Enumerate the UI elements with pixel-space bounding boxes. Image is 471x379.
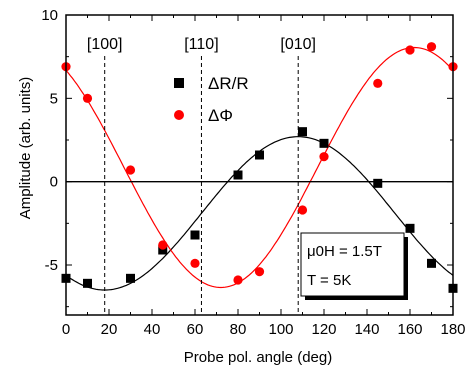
y-tick-label: 0 [50,174,58,191]
y-tick-label: 5 [50,90,58,107]
y-tick-label: -5 [45,257,58,274]
x-tick-label: 120 [311,321,336,338]
series-1-point [319,138,329,148]
direction-markers: [100] [110] [010] [87,36,316,315]
condition-box-body [300,232,405,297]
series-1-point [233,170,243,180]
x-tick-label: 140 [354,321,379,338]
series-1-point [427,258,436,268]
y-tick-label: 10 [41,7,58,24]
x-tick-label: 60 [187,321,204,338]
condition-box: μ0H = 1.5T T = 5K [300,232,408,300]
x-axis-label: Probe pol. angle (deg) [184,349,332,366]
series-1-point [255,150,264,160]
x-tick-label: 0 [62,321,70,338]
series-2-point [426,42,437,52]
series-2-point [82,93,93,103]
legend-label-series-1: ΔR/R [208,74,249,93]
series-1-point [373,178,383,188]
series-1-point [405,223,415,233]
x-tick-label: 40 [144,321,161,338]
x-tick-label: 100 [268,321,293,338]
legend: ΔR/R ΔΦ [174,74,249,125]
fit-curve-2 [65,46,454,289]
series-2-point [319,152,329,162]
legend-label-series-2: ΔΦ [208,106,233,125]
series-2-point [373,78,383,88]
series-2-point [254,267,265,277]
direction-label-2: [110] [184,36,218,53]
series-2-point [233,275,243,285]
legend-marker-square [174,78,184,88]
y-axis-label: Amplitude (arb. units) [17,77,34,220]
series-2-point [158,240,168,250]
direction-label-1: [100] [87,36,123,53]
condition-temperature-label: T = 5K [307,272,351,289]
x-tick-label: 80 [230,321,247,338]
direction-label-3: [010] [280,36,316,53]
series-2-point [297,205,308,215]
series-1-point [190,230,200,240]
series-1-point [126,273,135,283]
x-tick-label: 20 [101,321,118,338]
series-2-point [405,45,415,55]
condition-field-label: μ0H = 1.5T [307,243,382,260]
series-1-point [158,245,168,255]
series-2-point [190,258,200,268]
series-2-point [125,165,136,175]
series-1-point [298,127,307,137]
x-tick-label: 160 [397,321,422,338]
x-tick-label: 180 [440,321,465,338]
series-1-point [83,278,92,288]
axis-ticks: 0 20 40 60 80 100 120 140 160 180 -5 0 5 10 [41,7,465,338]
legend-marker-circle [174,110,184,120]
